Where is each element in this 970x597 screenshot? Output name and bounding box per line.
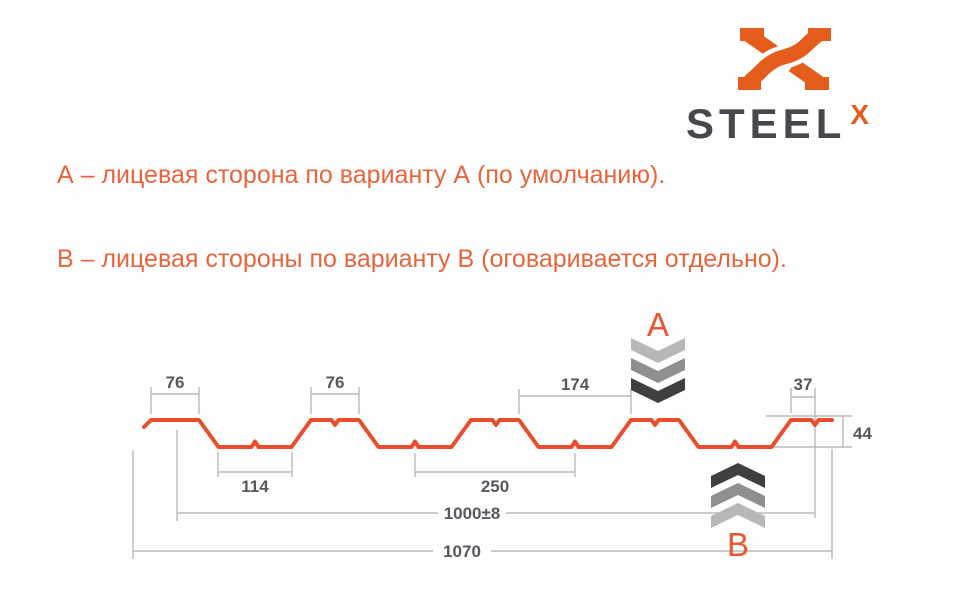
note-variant-a: А – лицевая сторона по варианту А (по ум…: [57, 161, 666, 189]
dim-label-useful-width: 1000±8: [444, 504, 501, 523]
chevron-down-icon: [631, 338, 685, 363]
dim-label-rib-pitch: 250: [481, 477, 509, 496]
dim-rib-gap: 174: [518, 375, 632, 414]
dim-label-rib-top-left: 76: [166, 373, 185, 392]
dim-label-edge-rib: 37: [794, 375, 813, 394]
brand-x-icon: [738, 26, 831, 92]
dim-label-profile-height: 44: [853, 424, 872, 443]
chevron-up-icon: [711, 503, 765, 528]
chevron-down-icon: [631, 358, 685, 383]
dim-label-overall-width: 1070: [443, 542, 481, 561]
brand-wordmark: STEEL X: [686, 99, 870, 148]
face-b-label: В: [727, 526, 749, 563]
dim-edge-rib: 37: [790, 375, 816, 518]
dim-valley-width: 114: [217, 452, 293, 496]
dim-rib-pitch: 250: [414, 453, 576, 496]
face-b-marker: В: [711, 463, 765, 563]
face-a-label: А: [647, 306, 669, 343]
note-variant-b: В – лицевая стороны по варианту В (огова…: [57, 245, 787, 273]
brand-name: STEEL: [686, 100, 847, 147]
dim-overall-width: 1070: [132, 449, 833, 561]
chevron-up-icon: [711, 483, 765, 508]
dim-label-rib-top-mid: 76: [326, 373, 345, 392]
dim-label-rib-gap: 174: [561, 375, 590, 394]
chevron-up-icon: [711, 463, 765, 488]
dim-rib-top-mid: 76: [310, 373, 360, 414]
face-a-marker: А: [631, 306, 685, 403]
brand-suffix: X: [850, 99, 870, 130]
profile-section-line: [142, 418, 834, 449]
dim-profile-height: 44: [766, 415, 872, 448]
dim-rib-top-left: 76: [150, 373, 200, 414]
chevron-down-icon: [631, 378, 685, 403]
dim-useful-width: 1000±8: [176, 430, 815, 523]
dim-label-valley-width: 114: [241, 477, 269, 496]
